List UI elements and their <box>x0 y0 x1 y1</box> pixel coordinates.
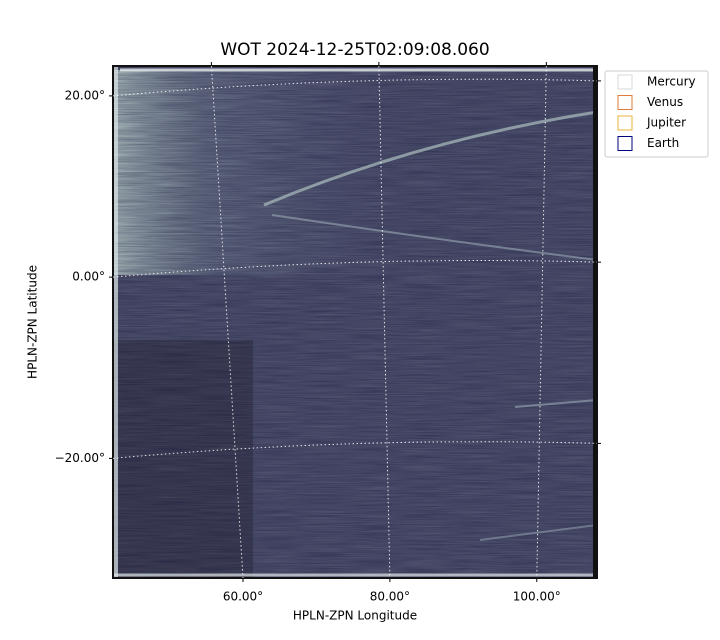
y-axis-label: HPLN-ZPN Latitude <box>26 265 40 379</box>
legend-label: Mercury <box>647 75 696 89</box>
chart-title: WOT 2024-12-25T02:09:08.060 <box>220 40 489 60</box>
image <box>112 65 598 579</box>
legend-marker <box>617 136 633 151</box>
legend-marker <box>617 95 633 110</box>
y-tick-label: 20.00° <box>65 88 105 102</box>
grid-line <box>378 65 391 579</box>
grid-line <box>536 65 547 579</box>
legend-marker <box>617 115 633 131</box>
x-tick-label: 80.00° <box>370 590 410 604</box>
legend: Mercury Venus Jupiter Earth <box>604 70 709 158</box>
x-axis-label: HPLN-ZPN Longitude <box>293 609 417 623</box>
legend-marker <box>617 74 633 90</box>
grid-line <box>210 65 244 579</box>
legend-label: Jupiter <box>646 116 686 130</box>
y-tick-label: −20.00° <box>55 451 105 465</box>
x-tick-label: 60.00° <box>223 590 263 604</box>
legend-label: Venus <box>647 95 683 109</box>
legend-label: Earth <box>647 136 679 150</box>
x-tick-label: 100.00° <box>513 590 561 604</box>
y-tick-label: 0.00° <box>72 270 105 284</box>
